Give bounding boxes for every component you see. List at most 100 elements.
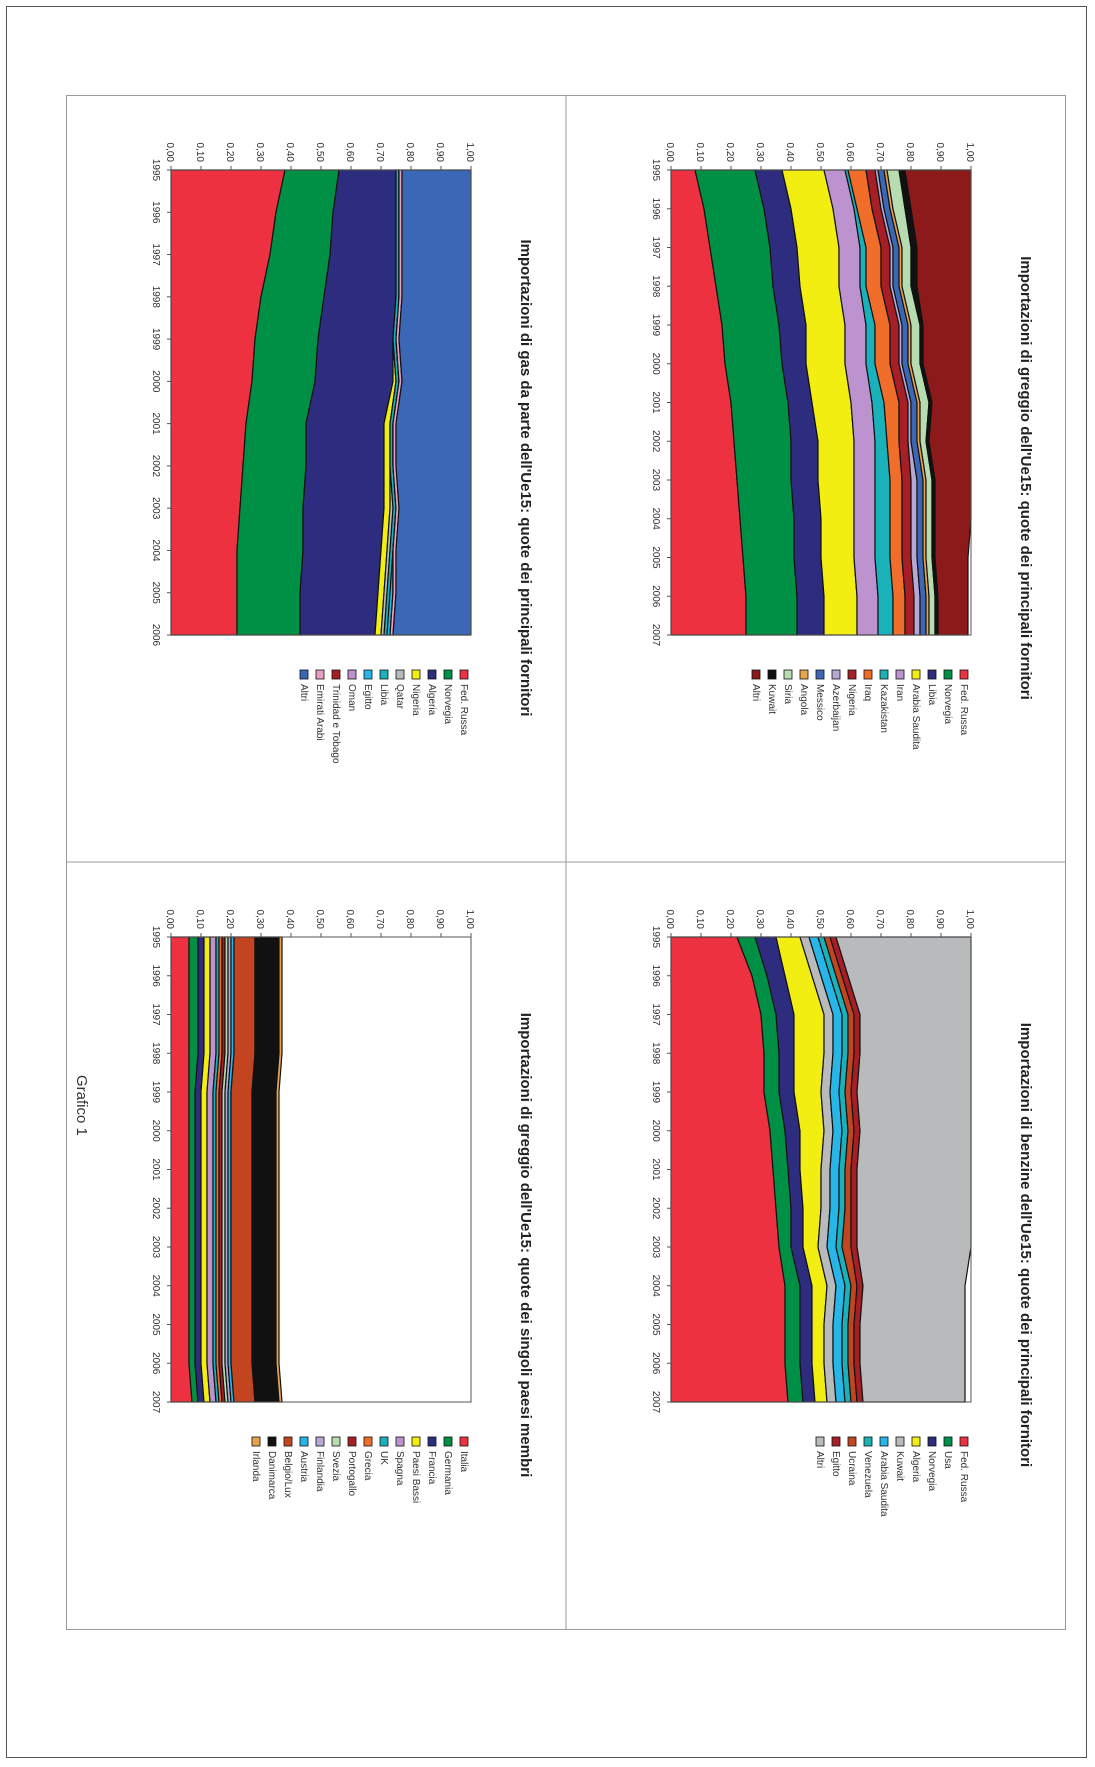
- legend-label: Kazakistan: [878, 684, 889, 733]
- legend-label: Siria: [782, 684, 793, 704]
- legend-swatch: [767, 669, 777, 680]
- legend-swatch: [427, 669, 437, 680]
- x-tick-label: 1999: [150, 328, 161, 351]
- y-tick-label: 0,60: [344, 143, 355, 163]
- legend-swatch: [395, 669, 405, 680]
- x-tick-label: 2006: [150, 624, 161, 647]
- x-tick-label: 2001: [150, 1158, 161, 1181]
- chart-grid-svg: Importazioni di greggio dell'Ue15: quote…: [66, 95, 1066, 1630]
- legend-label: Messico: [814, 684, 825, 721]
- legend-swatch: [927, 1436, 937, 1447]
- legend-swatch: [879, 669, 889, 680]
- x-tick-label: 1998: [150, 286, 161, 309]
- y-tick-label: 0,00: [664, 143, 675, 163]
- legend-swatch: [443, 1436, 453, 1447]
- legend-label: Egitto: [830, 1451, 841, 1477]
- legend-label: Fed. Russa: [958, 684, 969, 736]
- legend-label: Algeria: [910, 1451, 921, 1483]
- y-tick-label: 1,00: [464, 143, 475, 163]
- x-tick-label: 2005: [650, 546, 661, 569]
- legend-label: Algeria: [426, 684, 437, 716]
- legend-label: Ucraina: [846, 1451, 857, 1486]
- charts-root: Importazioni di greggio dell'Ue15: quote…: [150, 143, 1034, 1518]
- legend-label: Fed. Russa: [958, 1451, 969, 1503]
- legend-label: Altri: [298, 684, 309, 701]
- legend-label: Angola: [798, 684, 809, 716]
- x-tick-label: 2005: [150, 582, 161, 605]
- y-tick-label: 0,30: [754, 910, 765, 930]
- y-tick-label: 0,80: [404, 910, 415, 930]
- legend-label: Emirati Arabi: [314, 684, 325, 741]
- chart-title: Importazioni di benzine dell'Ue15: quote…: [1017, 1023, 1034, 1467]
- x-tick-label: 2005: [650, 1313, 661, 1336]
- y-tick-label: 0,70: [374, 910, 385, 930]
- legend-label: Iraq: [862, 684, 873, 701]
- x-tick-label: 1998: [650, 1042, 661, 1065]
- legend-label: Venezuela: [862, 1451, 873, 1498]
- y-tick-label: 0,60: [844, 910, 855, 930]
- legend-swatch: [943, 1436, 953, 1447]
- legend-label: Arabia Saudita: [910, 684, 921, 750]
- legend-label: Iran: [894, 684, 905, 701]
- y-tick-label: 0,40: [784, 910, 795, 930]
- legend-label: Finlandia: [314, 1451, 325, 1492]
- legend-label: Nigeria: [410, 684, 421, 716]
- y-tick-label: 0,50: [814, 143, 825, 163]
- chart-panel-1: Importazioni di greggio dell'Ue15: quote…: [650, 143, 1034, 751]
- legend-label: Grecia: [362, 1451, 373, 1481]
- y-tick-label: 0,90: [934, 143, 945, 163]
- y-tick-label: 0,60: [844, 143, 855, 163]
- legend-label: Azerbaijan: [830, 684, 841, 731]
- legend-swatch: [863, 669, 873, 680]
- legend-swatch: [331, 1436, 341, 1447]
- legend-swatch: [799, 669, 809, 680]
- chart-panel-3: Importazioni di gas da parte dell'Ue15: …: [150, 143, 534, 764]
- x-tick-label: 2002: [650, 430, 661, 453]
- legend-swatch: [283, 1436, 293, 1447]
- x-tick-label: 2004: [650, 1275, 661, 1298]
- legend-swatch: [379, 669, 389, 680]
- x-tick-label: 2000: [150, 1120, 161, 1143]
- x-tick-label: 2006: [650, 585, 661, 608]
- legend-swatch: [751, 669, 761, 680]
- figure-caption: Grafico 1: [73, 1075, 90, 1136]
- x-tick-label: 2003: [650, 469, 661, 492]
- x-tick-label: 1997: [150, 1003, 161, 1026]
- x-tick-label: 1996: [150, 965, 161, 988]
- legend-label: Spagna: [394, 1451, 405, 1486]
- legend-swatch: [847, 1436, 857, 1447]
- x-tick-label: 2006: [150, 1352, 161, 1375]
- legend-swatch: [459, 1436, 469, 1447]
- legend-swatch: [411, 1436, 421, 1447]
- x-tick-label: 1995: [150, 159, 161, 182]
- legend-label: Libia: [926, 684, 937, 706]
- legend-label: Portogallo: [346, 1451, 357, 1496]
- legend-label: Paesi Bassi: [410, 1451, 421, 1503]
- legend-label: Usa: [942, 1451, 953, 1469]
- x-tick-label: 1998: [150, 1042, 161, 1065]
- x-tick-label: 1997: [650, 236, 661, 259]
- x-tick-label: 2002: [650, 1197, 661, 1220]
- y-tick-label: 0,30: [254, 910, 265, 930]
- y-tick-label: 1,00: [964, 910, 975, 930]
- y-tick-label: 0,70: [874, 910, 885, 930]
- legend-swatch: [267, 1436, 277, 1447]
- legend-swatch: [895, 669, 905, 680]
- legend-label: Francia: [426, 1451, 437, 1485]
- y-tick-label: 0,10: [194, 143, 205, 163]
- y-tick-label: 0,50: [814, 910, 825, 930]
- legend-label: Nigeria: [846, 684, 857, 716]
- legend-label: Trinidad e Tobago: [330, 684, 341, 764]
- legend-label: Danimarca: [266, 1451, 277, 1500]
- legend-label: UK: [378, 1451, 389, 1465]
- y-tick-label: 0,40: [284, 143, 295, 163]
- x-tick-label: 2002: [150, 455, 161, 478]
- x-tick-label: 1995: [650, 926, 661, 949]
- x-tick-label: 2004: [150, 1275, 161, 1298]
- x-tick-label: 2003: [150, 1236, 161, 1259]
- legend-label: Irlanda: [250, 1451, 261, 1482]
- legend-swatch: [815, 1436, 825, 1447]
- legend-label: Altri: [814, 1451, 825, 1468]
- x-tick-label: 2007: [650, 624, 661, 647]
